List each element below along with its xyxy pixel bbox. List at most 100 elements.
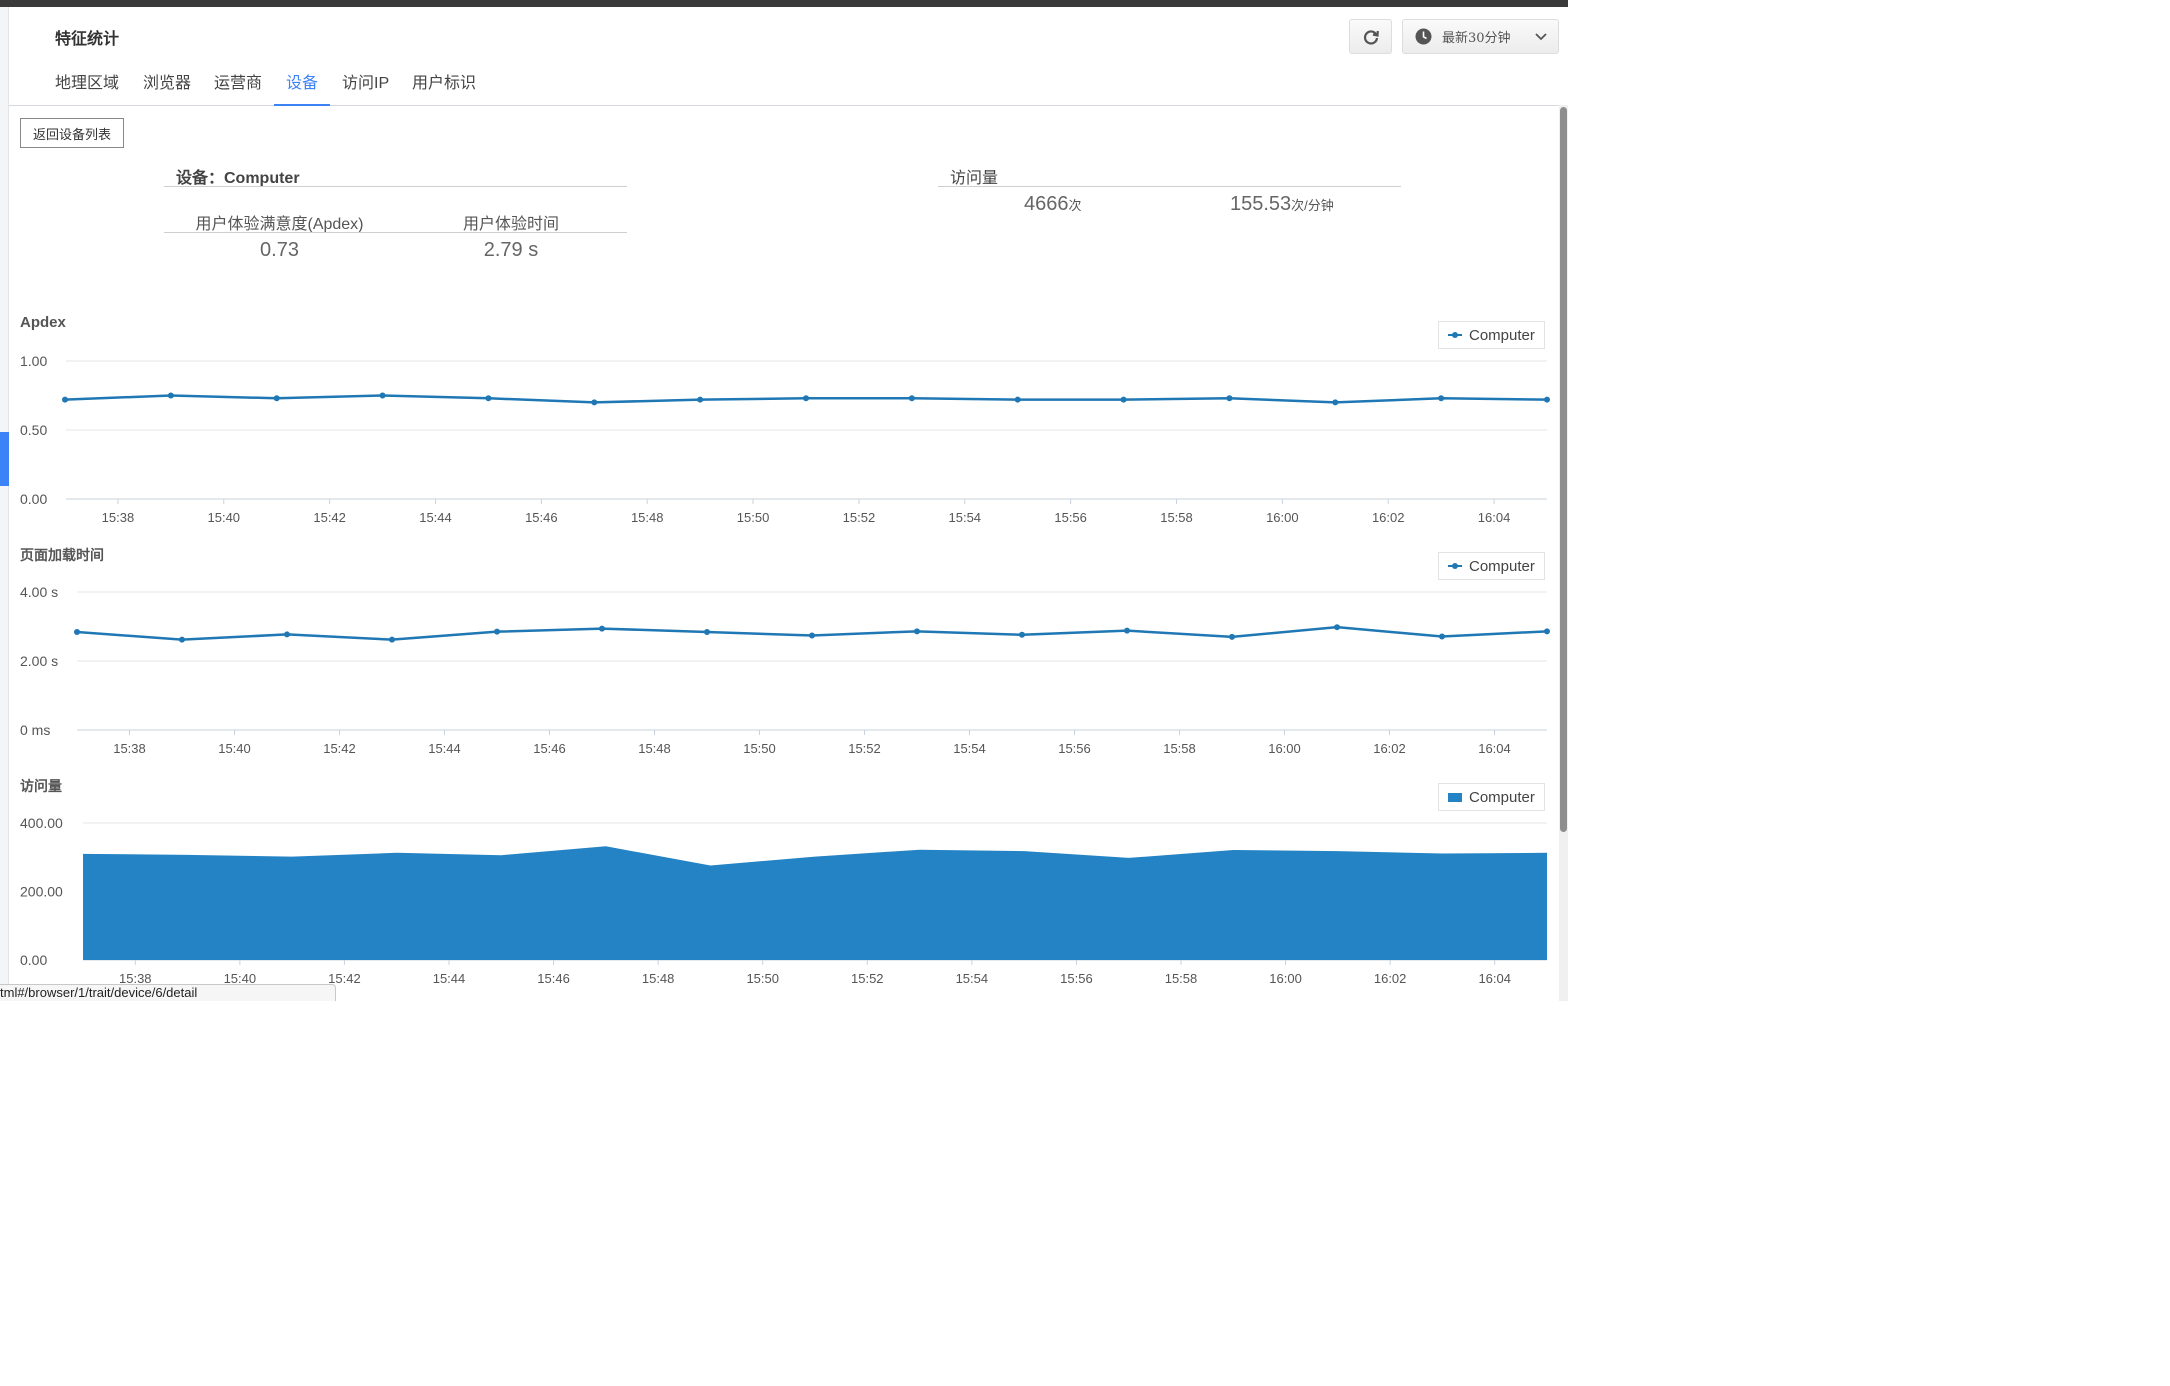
load-time-chart-legend[interactable]: Computer (1438, 552, 1545, 580)
tab-carrier[interactable]: 运营商 (214, 75, 263, 92)
y-tick-label: 0.00 (20, 952, 47, 968)
x-tick-label: 15:42 (323, 741, 356, 756)
x-tick-label: 15:58 (1165, 971, 1198, 986)
visits-total: 4666次 (1024, 193, 1082, 216)
data-point (179, 636, 185, 643)
x-tick-label: 15:50 (737, 510, 770, 525)
refresh-icon (1363, 29, 1379, 45)
legend-area-swatch-icon (1448, 793, 1462, 802)
x-tick-label: 15:58 (1160, 510, 1193, 525)
x-tick-label: 15:40 (208, 510, 241, 525)
x-tick-label: 15:40 (218, 741, 251, 756)
x-tick-label: 16:04 (1478, 510, 1511, 525)
apdex-chart: 1.00 0.50 0.00 15:38 15:40 15:42 15:44 15:46 15:… (20, 353, 1550, 525)
x-tick-label: 15:42 (313, 510, 346, 525)
x-tick-label: 15:54 (953, 741, 986, 756)
visits-rate: 155.53次/分钟 (1230, 193, 1334, 216)
area-series-computer (83, 846, 1547, 960)
data-point (62, 396, 68, 403)
y-tick-label: 2.00 s (20, 653, 58, 669)
experience-time-value: 2.79 s (483, 239, 539, 261)
experience-time-label: 用户体验时间 (462, 216, 559, 233)
data-point (1229, 633, 1235, 640)
chevron-down-icon (1535, 33, 1547, 41)
data-point (273, 395, 280, 402)
page-title: 特征统计 (55, 31, 120, 48)
legend-line-marker-icon (1448, 332, 1462, 338)
data-point (1334, 624, 1340, 631)
x-tick-label: 15:46 (537, 971, 570, 986)
load-time-chart: 4.00 s 2.00 s 0 ms 15:38 15:40 15:42 15:44 15:4… (20, 584, 1550, 756)
x-tick-label: 15:44 (419, 510, 452, 525)
visits-heading: 访问量 (950, 170, 999, 187)
legend-line-marker-icon (1448, 563, 1462, 569)
scrollbar-thumb[interactable] (1560, 107, 1567, 832)
data-point (1019, 631, 1025, 638)
sidebar-active-indicator (0, 432, 9, 486)
tab-region[interactable]: 地理区域 (55, 75, 120, 92)
x-tick-label: 15:48 (638, 741, 671, 756)
x-tick-label: 16:00 (1269, 971, 1302, 986)
tab-user-id[interactable]: 用户标识 (412, 75, 477, 92)
x-tick-label: 16:02 (1373, 741, 1406, 756)
legend-label: Computer (1469, 788, 1535, 806)
data-point (1120, 396, 1127, 403)
left-sidebar-edge (0, 7, 9, 1001)
x-tick-label: 15:58 (1163, 741, 1196, 756)
x-tick-label: 15:54 (949, 510, 982, 525)
main-panel: 特征统计 最新30分钟 地理区域 浏览器 运营商 设备 访问IP 用户标识 返回… (9, 7, 1560, 1001)
x-tick-label: 16:04 (1478, 971, 1511, 986)
data-point (485, 395, 492, 402)
x-tick-label: 15:38 (102, 510, 135, 525)
y-tick-label: 0.50 (20, 422, 47, 438)
tab-browser[interactable]: 浏览器 (143, 75, 192, 92)
data-point (494, 628, 500, 635)
visits-chart-title: 访问量 (20, 778, 62, 794)
x-tick-label: 15:44 (428, 741, 461, 756)
data-point (167, 392, 174, 399)
data-point (1124, 627, 1130, 634)
x-tick-label: 15:38 (119, 971, 152, 986)
x-tick-label: 15:44 (433, 971, 466, 986)
visits-chart: 400.00 200.00 0.00 15:38 15:40 15:42 15:44 15:4… (20, 815, 1547, 986)
device-heading: 设备：Computer (176, 170, 300, 187)
x-tick-label: 15:38 (113, 741, 146, 756)
data-point (1014, 396, 1021, 403)
x-tick-label: 15:42 (328, 971, 361, 986)
x-tick-label: 15:50 (746, 971, 779, 986)
data-point (704, 629, 710, 636)
tab-device[interactable]: 设备 (274, 74, 330, 106)
summary-sub-divider (164, 232, 627, 233)
data-point (697, 396, 704, 403)
refresh-button[interactable] (1349, 19, 1392, 54)
data-point (284, 631, 290, 638)
tab-bar: 地理区域 浏览器 运营商 设备 访问IP 用户标识 (9, 65, 1560, 106)
visits-rate-value: 155.53 (1230, 193, 1292, 215)
visits-heading-divider (938, 186, 1401, 187)
x-tick-label: 16:00 (1268, 741, 1301, 756)
x-tick-label: 16:02 (1374, 971, 1407, 986)
data-point (809, 632, 815, 639)
legend-label: Computer (1469, 557, 1535, 575)
y-tick-label: 200.00 (20, 884, 63, 900)
back-to-device-list-button[interactable]: 返回设备列表 (20, 118, 124, 148)
apdex-value: 0.73 (260, 239, 299, 261)
vertical-scrollbar[interactable] (1559, 105, 1568, 1001)
y-tick-label: 400.00 (20, 815, 63, 831)
data-point (379, 392, 386, 399)
time-range-label: 最新30分钟 (1442, 31, 1511, 46)
data-point (599, 625, 605, 632)
x-tick-label: 15:52 (843, 510, 876, 525)
x-tick-label: 15:56 (1058, 741, 1091, 756)
x-tick-label: 16:00 (1266, 510, 1299, 525)
tab-visit-ip[interactable]: 访问IP (342, 75, 390, 92)
x-tick-label: 15:52 (848, 741, 881, 756)
apdex-chart-legend[interactable]: Computer (1438, 321, 1545, 349)
visits-chart-legend[interactable]: Computer (1438, 783, 1545, 811)
data-point (74, 629, 80, 636)
time-range-dropdown[interactable]: 最新30分钟 (1402, 19, 1559, 54)
x-tick-label: 15:48 (631, 510, 664, 525)
data-point (1544, 628, 1550, 635)
x-tick-label: 16:02 (1372, 510, 1405, 525)
visits-total-value: 4666 (1024, 193, 1069, 215)
